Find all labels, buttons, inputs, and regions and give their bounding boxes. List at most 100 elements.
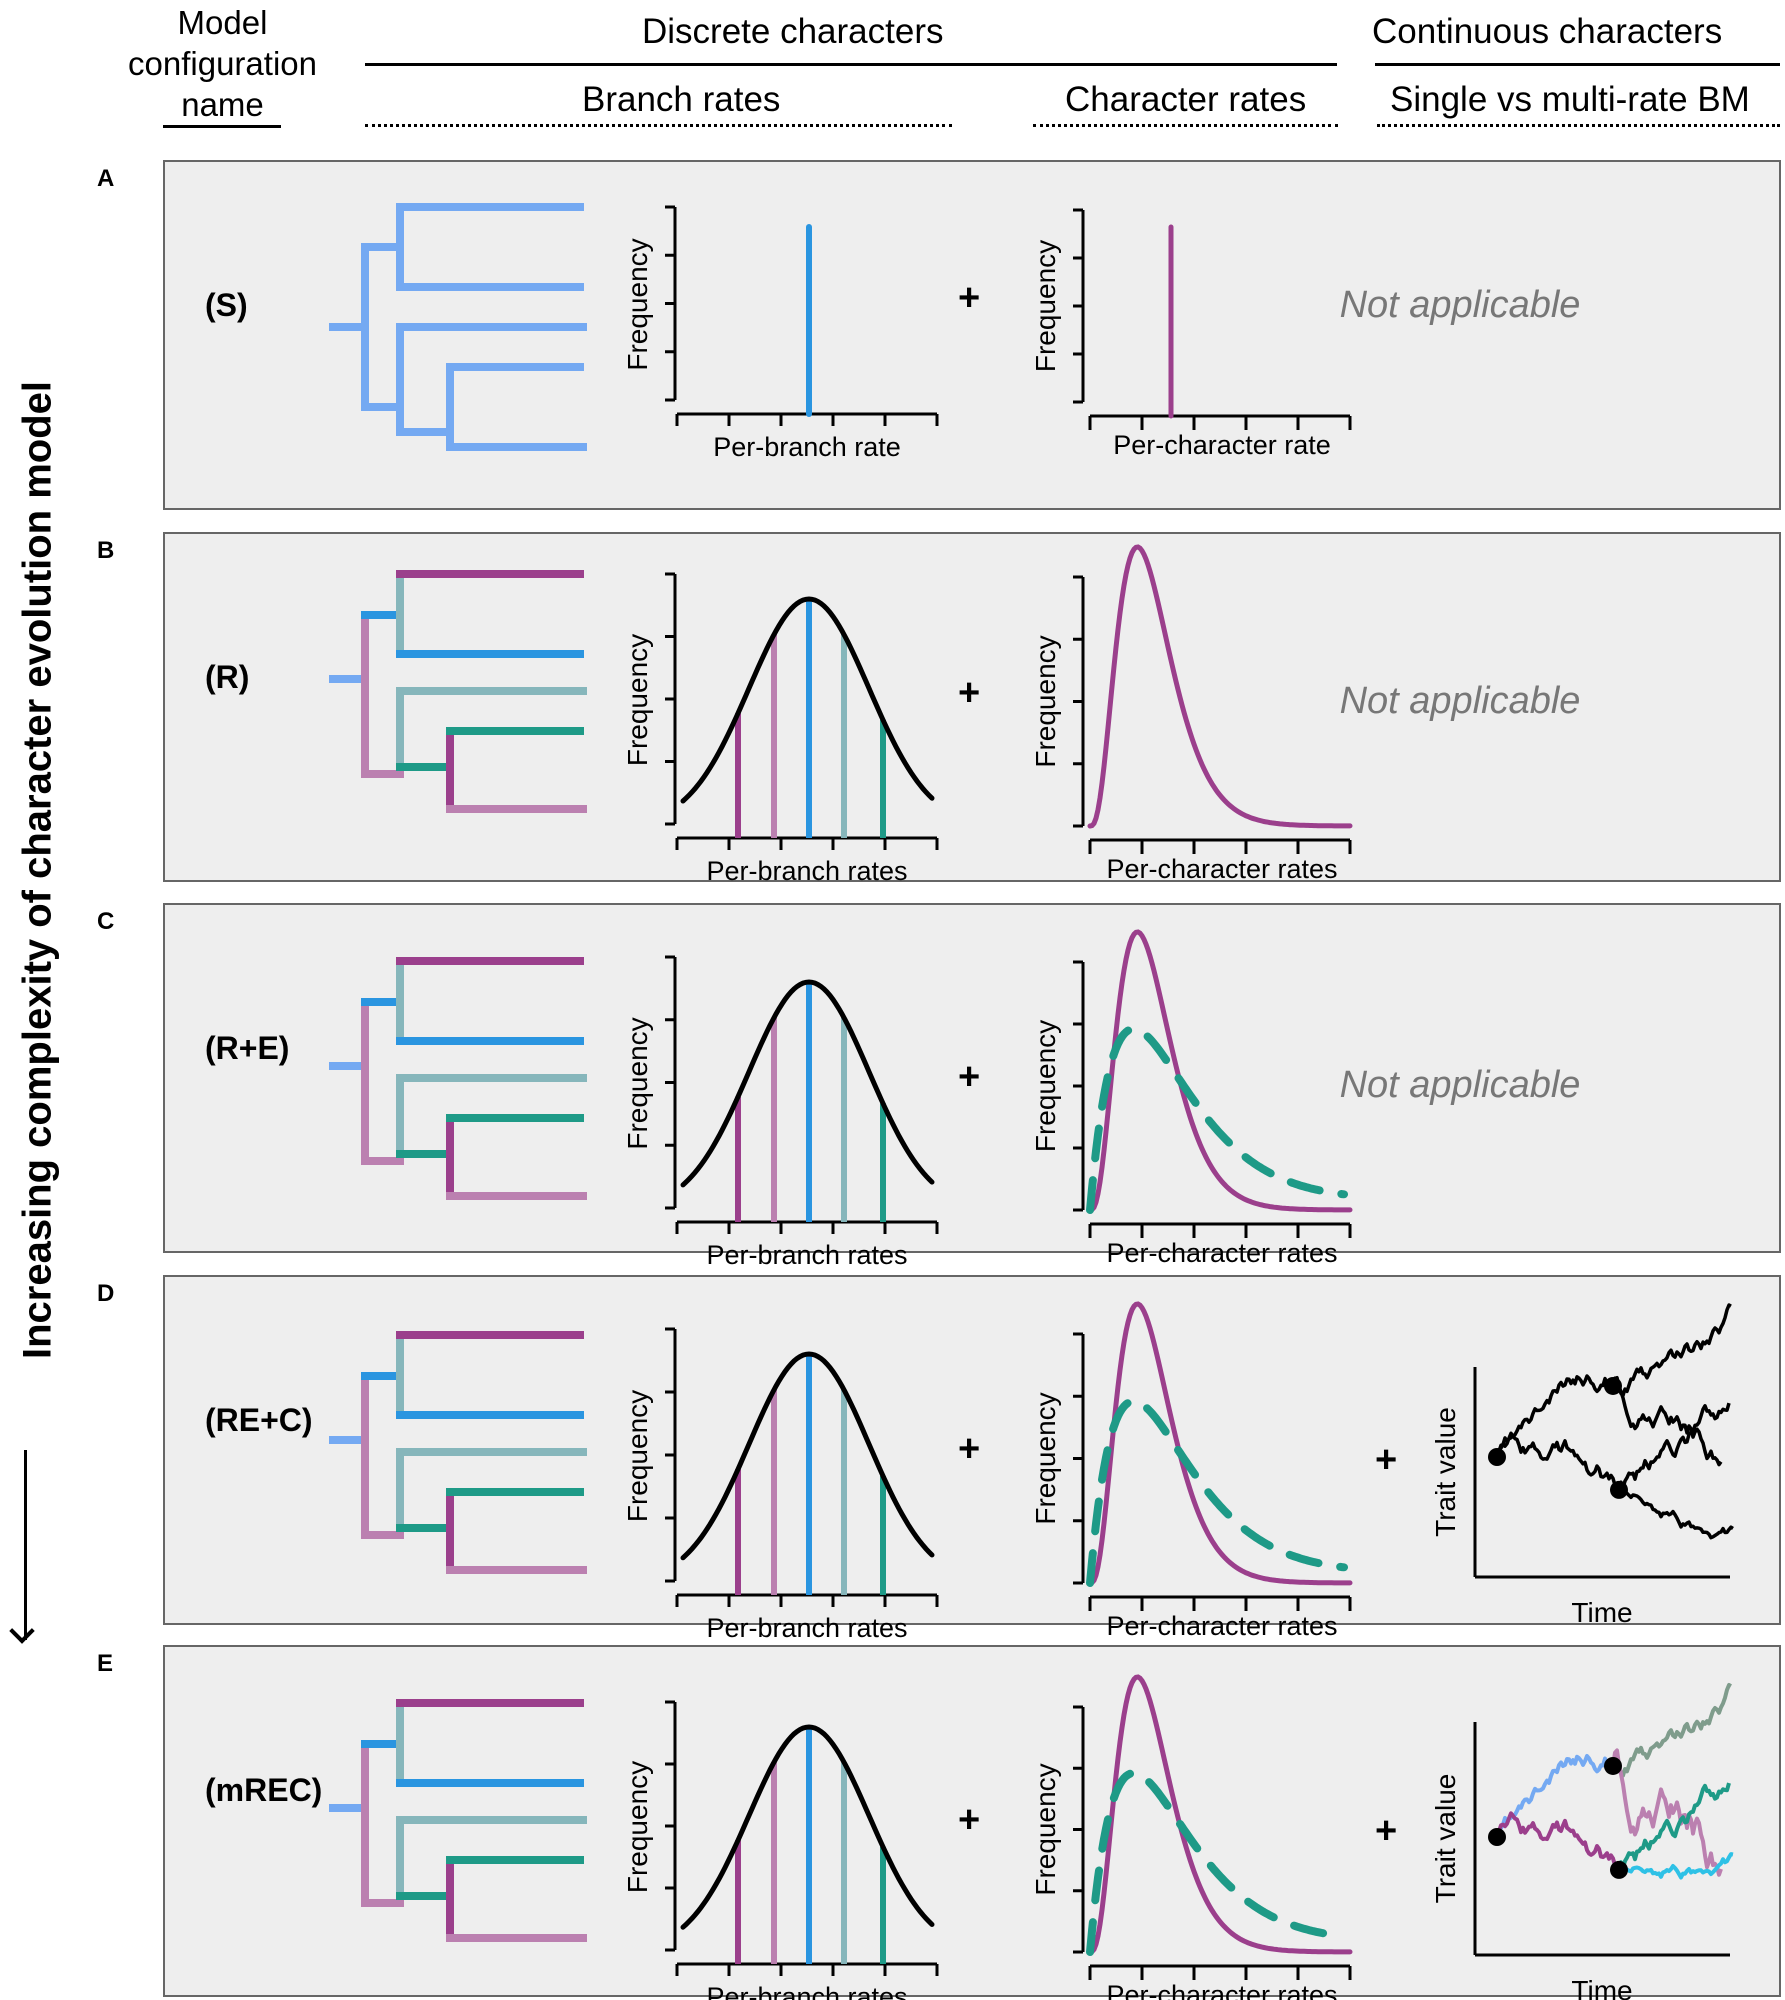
- node-dot: [1604, 1376, 1622, 1395]
- lineage-path: [1611, 1683, 1732, 1778]
- frequency-label: Frequency: [1030, 240, 1061, 372]
- character-rate-axis-label: Per-character rates: [1106, 1980, 1337, 2000]
- frequency-label: Frequency: [622, 1390, 653, 1522]
- branch-rate-axis-label: Per-branch rates: [706, 856, 907, 886]
- frequency-label: Frequency: [1030, 1020, 1061, 1152]
- header-single-multi: Single vs multi-rate BM: [1390, 80, 1750, 119]
- character-rate-chart: Frequency Per-character rates: [1030, 1301, 1353, 1641]
- character-rate-axis-label: Per-character rates: [1106, 1611, 1337, 1641]
- normal-density-curve: [680, 1351, 935, 1561]
- plus-sign: +: [958, 672, 981, 714]
- node-dot: [1488, 1828, 1506, 1846]
- frequency-label: Frequency: [622, 238, 653, 370]
- panel-letter: A: [97, 165, 115, 192]
- extra-density-curve-dashed: [1086, 1024, 1348, 1214]
- plus-sign: +: [958, 1428, 981, 1470]
- normal-density-curve: [680, 1724, 935, 1930]
- time-label: Time: [1571, 1597, 1632, 1628]
- gamma-density-curve: [1087, 1674, 1353, 1955]
- header-discrete: Discrete characters: [642, 12, 944, 51]
- header-continuous: Continuous characters: [1372, 12, 1723, 51]
- character-rates-rule: [1033, 124, 1338, 127]
- character-rate-chart: Frequency Per-character rates: [1030, 1674, 1353, 2000]
- panel-letter: C: [97, 908, 115, 935]
- branch-rate-chart: Frequency Per-branch rates: [622, 1700, 939, 2000]
- time-label: Time: [1571, 1975, 1632, 2000]
- panel-figure: Frequency Per-branch rates Frequency Per-ch…: [329, 1301, 1734, 1643]
- discrete-rule: [365, 63, 1337, 66]
- lineage-path: [1495, 1754, 1615, 1838]
- lineage-path: [1495, 1811, 1621, 1871]
- branch-rate-chart: Frequency Per-branch rates: [622, 1327, 939, 1643]
- panel-e: (mREC) Frequency Per-branch rates Frequency…: [163, 1645, 1781, 2000]
- panel-figure: Frequency Per-branch rates Frequency Per-ch…: [329, 544, 1353, 886]
- node-dot: [1488, 1448, 1506, 1466]
- frequency-label: Frequency: [622, 1017, 653, 1149]
- header-model-config: Model configuration name: [128, 4, 317, 123]
- panel-figure: Frequency Per-branch rates Frequency Per-ch…: [329, 1674, 1734, 2000]
- plus-sign: +: [958, 1055, 981, 1098]
- frequency-label: Frequency: [1030, 1763, 1061, 1895]
- continuous-sub-rule: [1377, 124, 1780, 127]
- plus-sign: +: [958, 276, 981, 319]
- header-branch-rates: Branch rates: [582, 80, 781, 119]
- node-dot: [1610, 1860, 1628, 1879]
- model-config-name: (R): [205, 659, 250, 695]
- node-dot: [1604, 1756, 1622, 1775]
- character-rate-chart: Frequency Per-character rates: [1030, 544, 1353, 884]
- branch-rate-axis-label: Per-branch rates: [706, 1240, 907, 1270]
- phylogeny-tree: [329, 203, 587, 451]
- node-dot: [1610, 1480, 1628, 1499]
- lineage-path: [1611, 1303, 1732, 1398]
- gamma-density-curve: [1087, 929, 1353, 1213]
- panel-letter: E: [97, 1650, 114, 1677]
- extra-density-curve-dashed: [1086, 1769, 1348, 1956]
- plus-sign: +: [1375, 1809, 1398, 1852]
- trait-value-label: Trait value: [1430, 1774, 1461, 1904]
- not-applicable-text: Not applicable: [1339, 1064, 1581, 1106]
- phylogeny-tree: [329, 1331, 587, 1574]
- panel-letter: D: [97, 1280, 115, 1307]
- complexity-axis-label: Increasing complexity of character evolu…: [15, 380, 60, 1360]
- model-config-name: (RE+C): [205, 1402, 313, 1438]
- not-applicable-text: Not applicable: [1339, 284, 1581, 326]
- branch-rate-axis-label: Per-branch rates: [706, 1982, 907, 2000]
- panel-letter: B: [97, 537, 115, 564]
- model-config-name: (R+E): [205, 1030, 290, 1066]
- branch-rate-chart: Frequency Per-branch rates: [622, 572, 939, 886]
- normal-density-curve: [680, 596, 935, 804]
- lineage-path: [1495, 1431, 1621, 1491]
- frequency-label: Frequency: [622, 634, 653, 766]
- character-rate-chart: Frequency Per-character rate: [1030, 208, 1352, 460]
- branch-rate-axis-label: Per-branch rate: [713, 432, 901, 462]
- panel-d: (RE+C) Frequency Per-branch rates Frequency…: [163, 1275, 1781, 1643]
- model-config-name: (S): [205, 287, 248, 323]
- branch-rate-chart: Frequency Per-branch rates: [622, 955, 939, 1270]
- lineage-path: [1617, 1782, 1731, 1871]
- frequency-label: Frequency: [622, 1761, 653, 1893]
- branch-rates-rule: [365, 124, 952, 127]
- plus-sign: +: [958, 1799, 981, 1841]
- panel-c: (R+E) Frequency Per-branch rates Frequency P…: [163, 903, 1781, 1270]
- frequency-label: Frequency: [1030, 635, 1061, 767]
- character-rate-axis-label: Per-character rates: [1106, 1238, 1337, 1268]
- phylogeny-tree: [329, 570, 587, 813]
- arrow-down-icon: [9, 1618, 35, 1644]
- continuous-rule: [1375, 63, 1780, 66]
- lineage-path: [1617, 1402, 1731, 1491]
- gamma-density-curve: [1087, 1301, 1353, 1586]
- trait-evolution-chart: Trait value Time: [1430, 1303, 1734, 1628]
- model-config-name: (mREC): [205, 1772, 323, 1808]
- branch-rate-axis-label: Per-branch rates: [706, 1613, 907, 1643]
- character-rate-chart: Frequency Per-character rates: [1030, 929, 1353, 1268]
- lineage-path: [1495, 1374, 1615, 1458]
- trait-value-label: Trait value: [1430, 1407, 1461, 1537]
- complexity-arrow-shaft: [24, 1450, 27, 1640]
- plus-sign: +: [1375, 1438, 1398, 1481]
- panel-figure: Frequency Per-branch rate Frequency Per-cha…: [329, 203, 1352, 462]
- normal-density-curve: [680, 979, 935, 1188]
- branch-rate-chart: Frequency Per-branch rate: [622, 205, 939, 462]
- panel-b: (R) Frequency Per-branch rates Frequency Per…: [163, 532, 1781, 886]
- lineage-path: [1617, 1484, 1734, 1540]
- lineage-path: [1611, 1375, 1723, 1467]
